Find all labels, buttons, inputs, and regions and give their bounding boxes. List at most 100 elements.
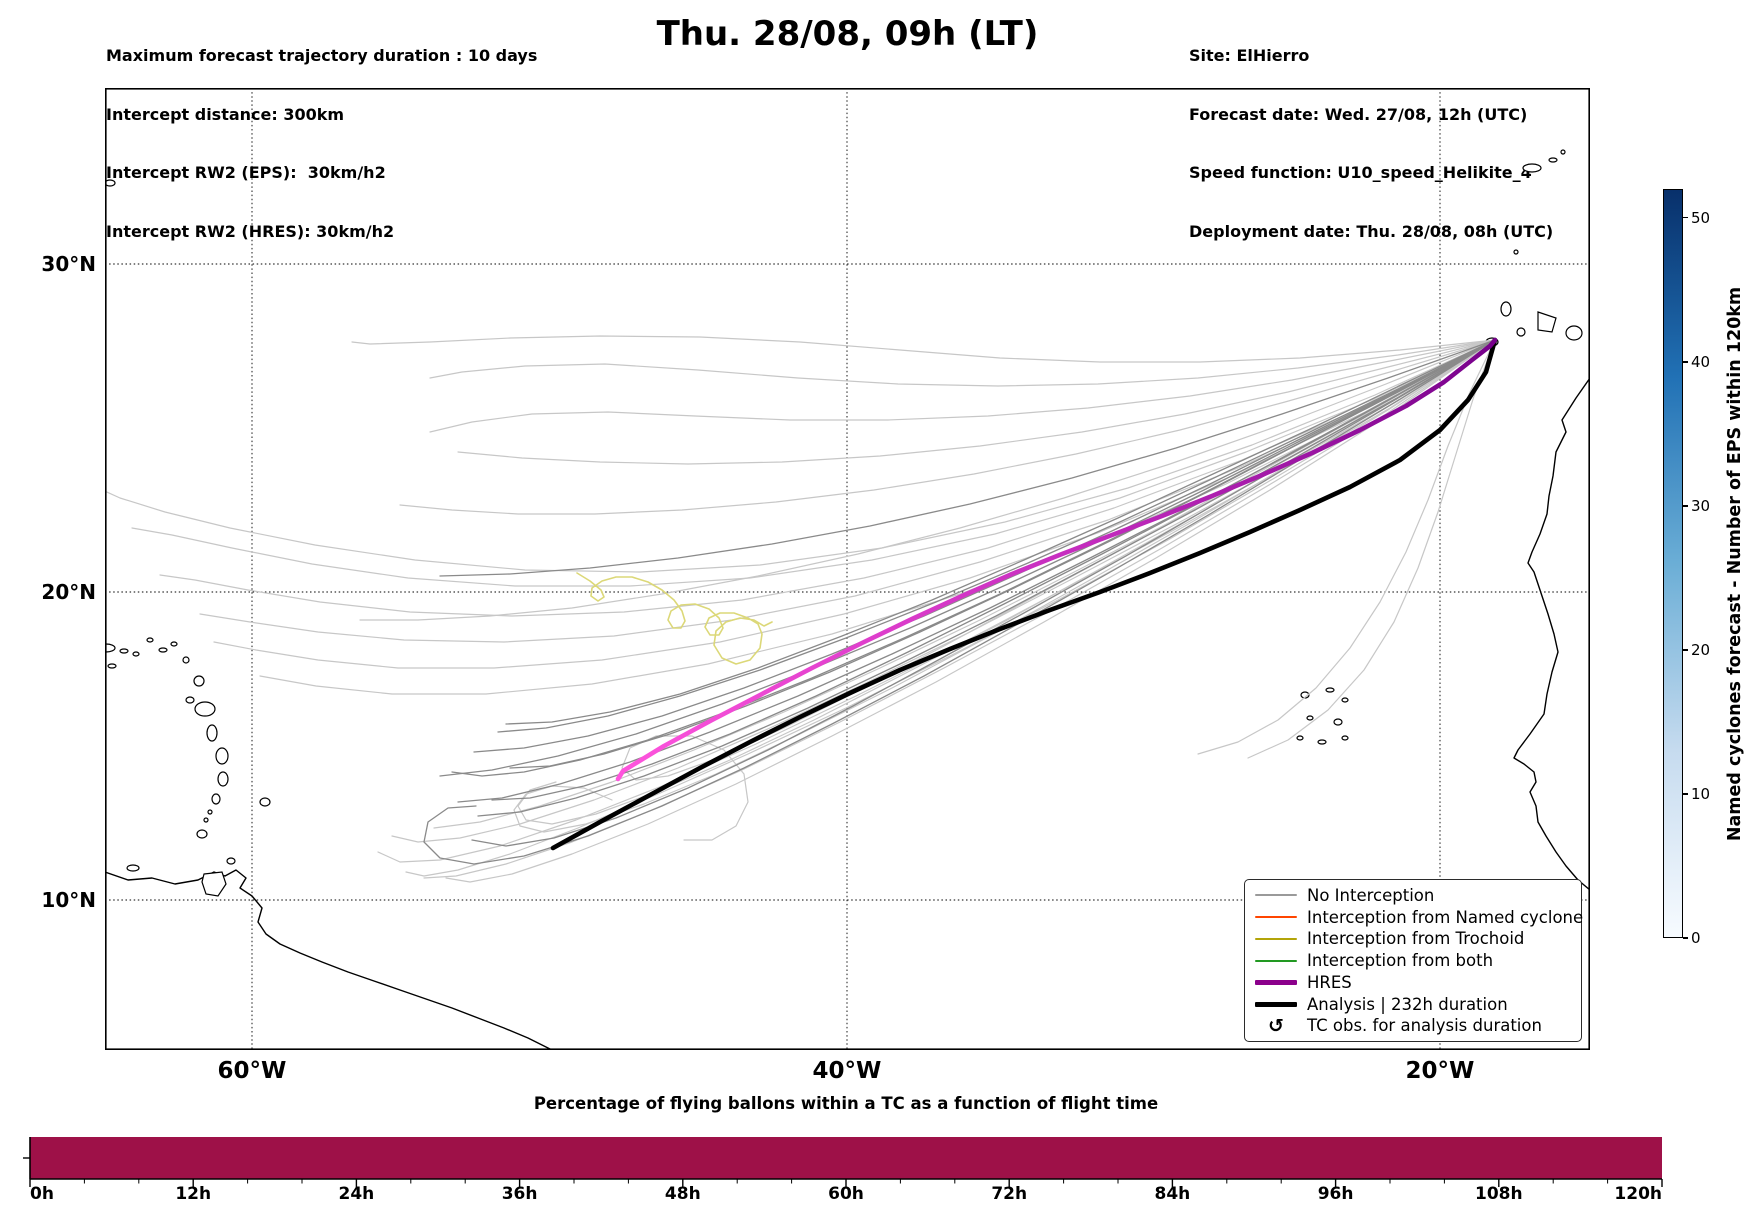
- bar-x-tick-label: 12h: [175, 1184, 211, 1204]
- x-axis-label: 60°W: [217, 1058, 287, 1084]
- eps-colorbar: [1663, 189, 1683, 938]
- bar-x-tick-label: 120h: [1614, 1184, 1662, 1204]
- legend-line: [1255, 916, 1297, 918]
- bar-x-tick-label: 72h: [991, 1184, 1027, 1204]
- trajectory-eps_light: [105, 339, 1496, 573]
- legend-item: Analysis | 232h duration: [1255, 994, 1573, 1015]
- trajectory-eps_light: [445, 339, 1496, 883]
- page-title: Thu. 28/08, 09h (LT): [656, 14, 1039, 54]
- legend-line-swatch: [1255, 959, 1297, 962]
- trajectory-map: [105, 88, 1590, 1050]
- trajectory-eps_light: [429, 339, 1496, 387]
- params-line: Maximum forecast trajectory duration : 1…: [106, 46, 538, 65]
- trajectory-hres: [615, 337, 1498, 782]
- colorbar-label: Named cyclones forecast - Number of EPS …: [1725, 286, 1745, 842]
- colorbar-tick: [1683, 937, 1688, 939]
- percentage-bar: [30, 1137, 1662, 1179]
- y-axis-label: 10°N: [41, 888, 96, 912]
- trajectory-eps_dark: [505, 339, 1496, 725]
- legend-item-label: TC obs. for analysis duration: [1307, 1016, 1542, 1036]
- legend-line: [1255, 1001, 1297, 1007]
- bar-x-tick-label: 24h: [339, 1184, 375, 1204]
- legend-item: Interception from Named cyclone: [1255, 907, 1583, 928]
- trajectory-eps_dark: [423, 339, 1496, 865]
- legend-item: Interception from both: [1255, 950, 1573, 971]
- trajectory-eps_light: [359, 339, 1496, 621]
- trajectory-eps_light: [405, 339, 1496, 877]
- trajectory-eps_dark: [451, 339, 1496, 777]
- trajectories: [105, 335, 1498, 883]
- colorbar-tick-label: 50: [1691, 208, 1711, 227]
- bar-chart-title: Percentage of flying ballons within a TC…: [533, 1094, 1159, 1113]
- colorbar-tick-label: 0: [1691, 929, 1701, 947]
- trajectory-eps_light: [399, 339, 1496, 515]
- legend-item: HRES: [1255, 972, 1573, 993]
- meta-line: Deployment date: Thu. 28/08, 08h (UTC): [1189, 221, 1554, 241]
- legend-line: [1255, 959, 1297, 962]
- y-axis-label: 20°N: [41, 580, 96, 604]
- bar-x-tick-label: 60h: [828, 1184, 864, 1204]
- trajectory-eps_light: [429, 339, 1496, 433]
- bar-x-tick-label: 36h: [502, 1184, 538, 1204]
- trajectory-eps_light: [423, 339, 1496, 879]
- params-line: Intercept distance: 300km: [106, 104, 345, 124]
- x-axis-label: 40°W: [812, 1058, 882, 1084]
- bar-x-tick-label: 108h: [1475, 1184, 1523, 1204]
- trajectory-eps_dark: [497, 339, 1496, 733]
- trajectory-eps_light: [131, 339, 1496, 587]
- params-line: Intercept RW2 (EPS): 30km/h2: [106, 163, 386, 182]
- legend-line-swatch: [1255, 979, 1297, 985]
- trajectory-eps_dark: [509, 339, 1496, 769]
- colorbar-tick: [1683, 217, 1688, 219]
- map-frame: [105, 88, 1590, 1050]
- legend-item: Interception from Trochoid: [1255, 928, 1573, 949]
- trajectory-eps_dark: [491, 339, 1496, 801]
- trajectory-eps_light: [513, 339, 1496, 833]
- colorbar-tick: [1683, 649, 1688, 651]
- trajectory-eps_light: [457, 339, 1496, 465]
- flight-time-bar-chart: 0h 12h 24h 36h 48h 60h 72h 84h 96h 108h 120h: [23, 1137, 1663, 1204]
- trajectory-eps_dark: [439, 339, 1496, 777]
- bar-x-tick-label: 84h: [1155, 1184, 1191, 1204]
- legend-item-label: Interception from both: [1307, 951, 1494, 970]
- coastlines: [105, 149, 1590, 1050]
- legend-line-swatch: [1255, 894, 1297, 897]
- trajectory-eps_light: [1197, 339, 1496, 755]
- trajectory-eps_light: [621, 339, 1496, 841]
- bar-x-tick-label: 0h: [30, 1184, 54, 1204]
- colorbar-tick: [1683, 505, 1688, 507]
- trajectory-eps_dark: [439, 339, 1496, 577]
- map-legend: No Interception Interception from Named c…: [1244, 879, 1583, 1042]
- legend-line: [1255, 979, 1297, 985]
- legend-item: No Interception: [1255, 885, 1573, 906]
- trajectory-eps_light: [391, 339, 1496, 843]
- colorbar-tick: [1683, 793, 1688, 795]
- bar-x-tick-label: 48h: [665, 1184, 701, 1204]
- tc-obs-icon: ↺: [1255, 1014, 1297, 1037]
- trajectory-eps_light: [199, 339, 1496, 643]
- x-axis-label: 20°W: [1405, 1058, 1475, 1084]
- colorbar-tick-label: 20: [1691, 640, 1711, 659]
- trajectory-eps_light: [159, 339, 1496, 617]
- cyclone-marker-icon: ↺: [1268, 1014, 1284, 1037]
- legend-item: ↺ TC obs. for analysis duration: [1255, 1015, 1573, 1036]
- bar-x-tick-label: 96h: [1318, 1184, 1354, 1204]
- legend-line-swatch: [1255, 916, 1297, 918]
- trajectory-trochoid: [576, 572, 773, 665]
- legend-item-label: Interception from Trochoid: [1307, 929, 1525, 949]
- legend-item-label: HRES: [1307, 972, 1352, 992]
- trajectory-eps_light: [351, 335, 1496, 363]
- colorbar-tick-label: 40: [1691, 352, 1711, 371]
- trajectory-eps_light: [213, 339, 1496, 669]
- trajectory-eps_light: [1247, 339, 1496, 759]
- colorbar-tick-label: 10: [1691, 784, 1711, 803]
- colorbar-tick-label: 30: [1691, 496, 1711, 515]
- y-axis-label: 30°N: [41, 252, 96, 276]
- legend-item-label: Interception from Named cyclone: [1307, 907, 1584, 927]
- trajectory-analysis: [550, 337, 1498, 851]
- legend-line-swatch: [1255, 937, 1297, 940]
- legend-line-swatch: [1255, 1001, 1297, 1007]
- trajectory-eps_dark: [477, 339, 1496, 817]
- trajectory-eps_light: [259, 339, 1496, 695]
- graticule: [105, 88, 1590, 1050]
